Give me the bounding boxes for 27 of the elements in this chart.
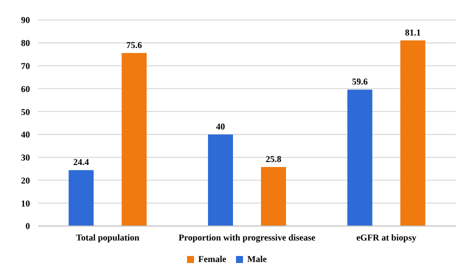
- bar: [122, 52, 147, 226]
- data-label: 25.8: [266, 154, 282, 164]
- y-tick-label: 80: [21, 38, 30, 48]
- y-tick-label: 10: [21, 198, 30, 208]
- y-tick-label: 60: [21, 84, 30, 94]
- data-label: 40: [216, 121, 226, 132]
- y-tick-label: 20: [21, 175, 30, 186]
- bar: [347, 90, 372, 226]
- bar: [208, 134, 233, 226]
- data-label: 24.4: [73, 157, 90, 168]
- data-label: 75.6: [126, 40, 143, 50]
- x-tick-label: Total population: [76, 232, 140, 242]
- data-label: 59.6: [352, 76, 368, 87]
- bar: [400, 40, 426, 226]
- data-label: 81.1: [404, 27, 422, 38]
- y-tick-label: 90: [21, 15, 30, 26]
- y-tick-label: 0: [26, 221, 30, 232]
- y-tick-label: 70: [21, 60, 30, 71]
- x-tick-label: eGFR at biopsy: [356, 232, 417, 242]
- legend-label: Male: [247, 254, 267, 264]
- x-tick-label: Proportion with progressive disease: [178, 232, 316, 242]
- legend-label: Female: [198, 254, 226, 264]
- bar: [68, 170, 94, 226]
- y-tick-label: 50: [21, 106, 30, 117]
- y-tick-label: 40: [21, 130, 30, 140]
- bar: [260, 166, 286, 226]
- y-tick-label: 30: [21, 152, 30, 163]
